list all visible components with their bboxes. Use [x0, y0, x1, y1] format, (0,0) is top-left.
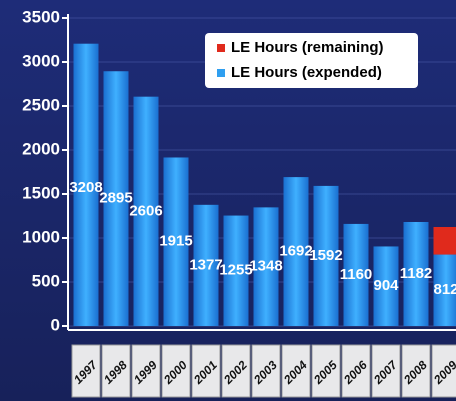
data-label: 1255 — [219, 262, 252, 279]
x-tick-group: 2007 — [370, 344, 401, 398]
y-tick-label: 1000 — [22, 227, 60, 246]
data-label: 1377 — [189, 256, 222, 273]
y-tick-label: 3500 — [22, 7, 60, 26]
x-label-box — [251, 344, 281, 398]
y-tick-label: 1500 — [22, 183, 60, 202]
bar — [223, 215, 249, 326]
bar — [343, 223, 369, 326]
x-tick-group: 2004 — [280, 344, 311, 398]
bar — [133, 96, 159, 326]
x-label-box — [161, 344, 191, 398]
x-label-box — [191, 344, 221, 398]
data-label: 1160 — [340, 266, 373, 283]
data-label: 2895 — [99, 190, 132, 207]
x-tick-group: 1998 — [101, 344, 131, 398]
legend: LE Hours (remaining) LE Hours (expended) — [205, 33, 418, 88]
bar — [103, 71, 129, 327]
bar — [403, 221, 429, 326]
data-label: 1692 — [279, 243, 312, 260]
x-tick-group: 2000 — [160, 344, 191, 398]
data-label: 1592 — [309, 247, 342, 264]
bar — [313, 185, 339, 326]
x-label-box — [101, 344, 131, 398]
y-tick-label: 2000 — [22, 139, 60, 158]
legend-swatch — [217, 44, 225, 52]
y-tick-label: 500 — [32, 271, 60, 290]
data-label: 2606 — [129, 202, 162, 219]
x-tick-group: 2003 — [250, 344, 281, 398]
data-label: 1348 — [249, 258, 282, 275]
x-label-box — [431, 344, 456, 398]
bar — [373, 246, 399, 326]
x-tick-group: 2002 — [220, 344, 251, 398]
legend-label: LE Hours (remaining) — [231, 39, 384, 56]
x-tick-group: 2001 — [190, 344, 221, 398]
bar — [283, 177, 309, 326]
bar — [253, 207, 279, 326]
x-tick-group: 2009 — [430, 344, 456, 398]
x-label-box — [371, 344, 401, 398]
x-label-box — [221, 344, 251, 398]
legend-box — [205, 33, 418, 88]
bar — [163, 157, 189, 326]
x-tick-group: 2008 — [400, 344, 431, 398]
x-tick-group: 1997 — [71, 344, 101, 398]
x-label-box — [281, 344, 311, 398]
y-tick-label: 0 — [51, 315, 60, 334]
x-label-box — [71, 344, 101, 398]
bar — [433, 254, 456, 326]
x-label-box — [131, 344, 161, 398]
data-label: 1182 — [400, 265, 433, 282]
legend-label: LE Hours (expended) — [231, 64, 382, 81]
data-label: 812 — [433, 281, 456, 298]
x-label-box — [341, 344, 371, 398]
data-label: 1915 — [159, 233, 192, 250]
x-label-box — [401, 344, 431, 398]
data-label: 904 — [373, 277, 399, 294]
x-tick-group: 2006 — [340, 344, 371, 398]
bar — [193, 204, 219, 326]
x-tick-group: 1999 — [131, 344, 161, 398]
data-label: 3208 — [69, 179, 102, 196]
x-label-box — [311, 344, 341, 398]
y-tick-label: 3000 — [22, 51, 60, 70]
bar — [433, 227, 456, 255]
x-tick-group: 2005 — [310, 344, 341, 398]
legend-swatch — [217, 69, 225, 77]
bar — [73, 43, 99, 327]
y-tick-label: 2500 — [22, 95, 60, 114]
